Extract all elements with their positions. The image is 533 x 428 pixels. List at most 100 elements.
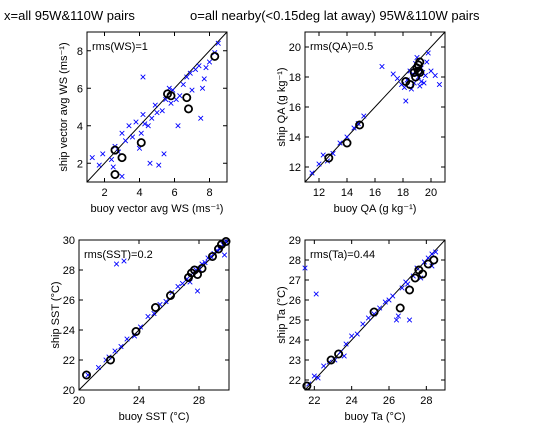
data-point-x bbox=[163, 298, 169, 305]
data-point-x bbox=[395, 313, 401, 319]
data-point-x bbox=[113, 261, 120, 267]
data-point-x bbox=[198, 115, 204, 121]
data-point-x bbox=[201, 76, 207, 82]
data-point-x bbox=[147, 160, 153, 166]
data-point-x bbox=[361, 113, 367, 119]
legend-x-description: x=all 95W&110W pairs bbox=[4, 8, 135, 23]
data-point-x bbox=[133, 119, 139, 125]
data-point-x bbox=[221, 252, 228, 258]
data-point-x bbox=[421, 80, 427, 86]
y-tick-label: 16 bbox=[289, 102, 301, 114]
data-point-x bbox=[206, 59, 213, 65]
data-point-x bbox=[390, 71, 396, 77]
x-tick-label: 28 bbox=[193, 395, 205, 407]
data-point-x bbox=[108, 156, 115, 163]
data-point-x bbox=[215, 40, 221, 46]
data-point-o bbox=[136, 138, 146, 148]
y-tick-label: 26 bbox=[63, 295, 75, 307]
x-tick-label: 2 bbox=[101, 187, 107, 199]
data-point-x bbox=[349, 333, 355, 339]
data-point-o bbox=[326, 355, 336, 365]
data-point-x bbox=[379, 63, 385, 70]
y-tick-label: 14 bbox=[289, 132, 301, 144]
data-point-x bbox=[124, 336, 130, 342]
data-point-x bbox=[187, 70, 193, 76]
y-axis-label: ship vector avg WS (ms⁻¹) bbox=[58, 42, 70, 171]
y-tick-label: 30 bbox=[63, 235, 75, 247]
data-point-x bbox=[337, 140, 343, 146]
y-tick-label: 8 bbox=[77, 46, 83, 58]
x-axis-label: buoy QA (g kg⁻¹) bbox=[334, 203, 417, 215]
data-point-x bbox=[394, 75, 401, 82]
data-point-x bbox=[152, 102, 158, 108]
data-point-o bbox=[405, 285, 415, 295]
x-tick-label: 22 bbox=[308, 395, 320, 407]
data-point-x bbox=[406, 317, 413, 323]
data-point-x bbox=[180, 81, 186, 88]
data-point-o bbox=[210, 51, 220, 61]
data-point-o bbox=[334, 349, 344, 359]
data-point-x bbox=[399, 285, 405, 291]
data-point-x bbox=[393, 317, 400, 323]
data-point-x bbox=[199, 85, 206, 91]
data-point-x bbox=[122, 138, 129, 144]
y-tick-label: 24 bbox=[63, 325, 75, 337]
data-point-x bbox=[386, 297, 392, 303]
data-point-x bbox=[121, 258, 127, 264]
data-point-o bbox=[221, 236, 231, 246]
y-tick-label: 28 bbox=[63, 265, 75, 277]
data-point-o bbox=[182, 93, 192, 103]
data-point-o bbox=[410, 273, 420, 283]
data-point-o bbox=[405, 80, 415, 90]
data-point-x bbox=[417, 83, 423, 89]
data-point-x bbox=[425, 50, 431, 56]
data-point-x bbox=[145, 313, 151, 320]
data-point-x bbox=[316, 161, 322, 167]
data-point-x bbox=[424, 59, 430, 65]
y-tick-label: 29 bbox=[289, 235, 301, 247]
data-point-x bbox=[311, 373, 317, 379]
x-tick-label: 18 bbox=[397, 187, 409, 199]
data-point-x bbox=[168, 100, 174, 106]
data-point-x bbox=[177, 93, 183, 99]
data-point-o bbox=[324, 153, 334, 163]
data-point-x bbox=[365, 315, 372, 321]
x-axis-label: buoy Ta (°C) bbox=[344, 411, 405, 423]
data-point-o bbox=[418, 269, 428, 279]
x-axis-label: buoy vector avg WS (ms⁻¹) bbox=[91, 203, 224, 215]
data-point-o bbox=[165, 290, 175, 300]
data-point-x bbox=[382, 299, 388, 305]
y-tick-label: 12 bbox=[289, 162, 301, 174]
data-point-o bbox=[369, 307, 379, 317]
data-point-x bbox=[112, 348, 118, 354]
data-point-x bbox=[100, 151, 106, 157]
data-point-x bbox=[149, 115, 155, 121]
y-tick-label: 4 bbox=[77, 121, 83, 133]
y-axis-label: ship Ta (°C) bbox=[276, 286, 288, 343]
data-point-o bbox=[106, 355, 116, 365]
data-point-x bbox=[189, 87, 195, 93]
data-point-x bbox=[196, 63, 202, 69]
data-point-x bbox=[432, 72, 438, 79]
data-point-x bbox=[436, 81, 443, 88]
data-point-o bbox=[395, 303, 405, 313]
data-point-x bbox=[360, 321, 366, 327]
x-tick-label: 26 bbox=[383, 395, 395, 407]
data-point-x bbox=[343, 341, 349, 347]
x-tick-label: 20 bbox=[425, 187, 437, 199]
plot-frame bbox=[86, 31, 228, 183]
data-point-x bbox=[89, 155, 95, 161]
data-point-x bbox=[156, 162, 162, 168]
data-point-x bbox=[313, 291, 319, 297]
y-tick-label: 27 bbox=[289, 275, 301, 287]
data-point-o bbox=[110, 169, 120, 179]
rms-annotation: rms(QA)=0.5 bbox=[310, 41, 373, 53]
data-point-o bbox=[150, 302, 160, 312]
data-point-o bbox=[413, 66, 423, 76]
rms-annotation: rms(SST)=0.2 bbox=[84, 249, 153, 261]
scatter-panel-qa: 12 14 16 18 20 12 14 16 18 20 buoy QA (g kg⁻¹) ship… bbox=[276, 31, 446, 215]
scatter-panel-ta: 22 24 26 28 22 23 24 25 26 27 28 29 buoy Ta (°C) ship… bbox=[276, 235, 446, 423]
y-tick-label: 2 bbox=[77, 158, 83, 170]
data-point-o bbox=[302, 381, 312, 391]
data-point-x bbox=[344, 134, 350, 140]
